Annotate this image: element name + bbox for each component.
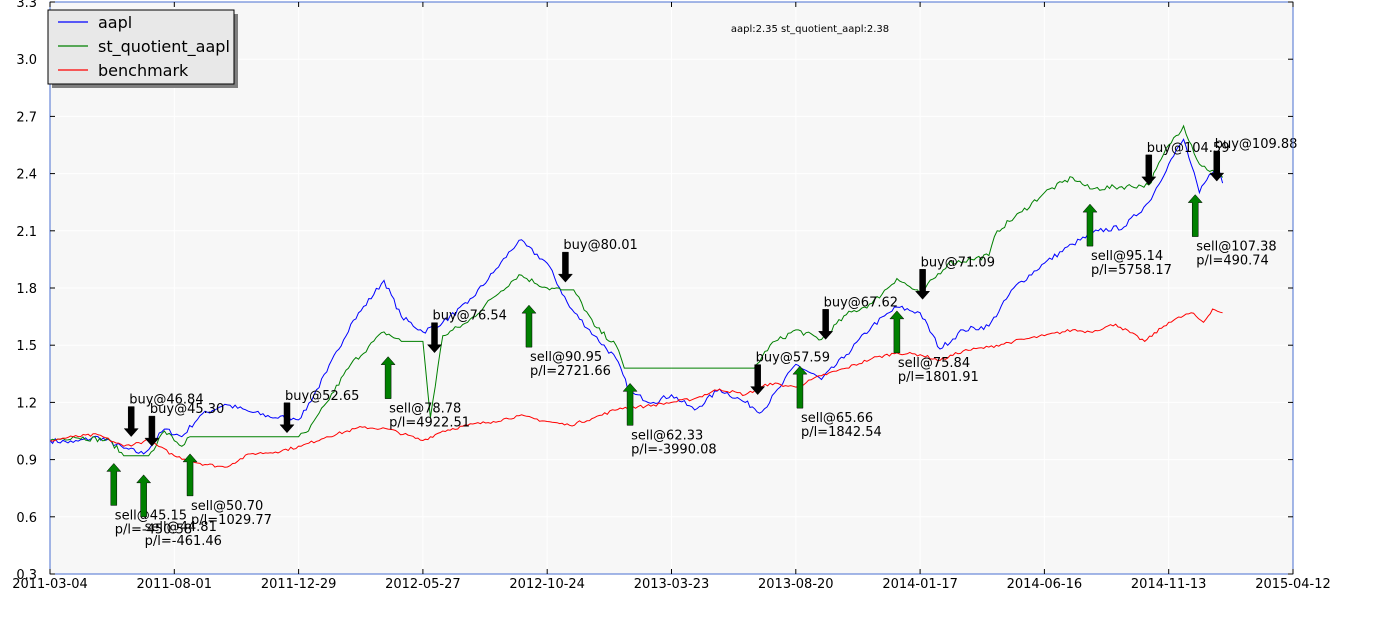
x-tick-label: 2012-10-24 xyxy=(509,577,585,592)
series-line-benchmark xyxy=(49,308,1223,468)
buy-arrow xyxy=(557,251,573,283)
sell-label: sell@95.14 xyxy=(1091,249,1163,264)
buy-label: buy@71.09 xyxy=(921,255,995,270)
sell-pl-label: p/l=-461.46 xyxy=(145,534,222,549)
sell-label: sell@78.78 xyxy=(389,402,461,417)
sell-arrow xyxy=(889,310,905,354)
y-tick-label: 2.7 xyxy=(16,110,37,125)
buy-label: buy@52.65 xyxy=(285,389,359,404)
sell-arrow xyxy=(136,474,152,518)
x-tick-label: 2013-08-20 xyxy=(758,577,834,592)
sell-label: sell@75.84 xyxy=(898,356,970,371)
series-line-st_quotient_aapl xyxy=(49,124,1223,457)
sell-arrow xyxy=(792,365,808,409)
sell-label: sell@107.38 xyxy=(1196,240,1276,255)
buy-arrow xyxy=(144,415,160,447)
sell-arrow xyxy=(622,382,638,426)
legend: aapl st_quotient_aapl benchmark xyxy=(47,9,238,88)
sell-arrow xyxy=(106,463,122,506)
buy-label: buy@76.54 xyxy=(433,309,507,324)
sell-arrow xyxy=(380,356,396,399)
y-tick-label: 2.4 xyxy=(16,168,37,183)
sell-label: sell@44.81 xyxy=(145,520,217,535)
legend-label: st_quotient_aapl xyxy=(98,37,230,57)
sell-label: sell@45.15 xyxy=(115,508,187,523)
buy-arrow xyxy=(1209,150,1225,182)
x-tick-label: 2012-05-27 xyxy=(385,577,461,592)
sell-label: sell@65.66 xyxy=(801,411,873,426)
x-tick-label: 2011-12-29 xyxy=(261,577,337,592)
sell-pl-label: p/l=5758.17 xyxy=(1091,263,1172,278)
x-tick-label: 2014-06-16 xyxy=(1007,577,1083,592)
sell-label: sell@90.95 xyxy=(530,350,602,365)
buy-label: buy@46.84 xyxy=(129,393,203,408)
buy-label: buy@80.01 xyxy=(563,238,637,253)
buy-arrow xyxy=(915,269,931,300)
y-tick-label: 1.2 xyxy=(16,396,37,411)
buy-arrow xyxy=(279,402,295,434)
x-tick-label: 2011-08-01 xyxy=(137,577,213,592)
sell-pl-label: p/l=2721.66 xyxy=(530,364,611,379)
legend-label: aapl xyxy=(98,13,132,32)
y-axis-ticks: 0.3 0.6 0.9 1.2 1.5 1.8 2.1 2.4 2.7 3.0 3.3 xyxy=(16,0,1293,583)
legend-label: benchmark xyxy=(98,61,189,80)
sell-arrow xyxy=(521,304,537,348)
buy-label: buy@67.62 xyxy=(824,295,898,310)
sell-pl-label: p/l=1801.91 xyxy=(898,370,979,385)
x-axis-ticks: 2011-03-04 2011-08-01 2011-12-29 2012-05-27… xyxy=(12,2,1331,592)
y-tick-label: 3.3 xyxy=(16,0,37,11)
y-tick-label: 0.6 xyxy=(16,511,37,526)
chart-subtitle: aapl:2.35 st_quotient_aapl:2.38 xyxy=(731,24,889,35)
buy-label: buy@45.30 xyxy=(150,402,224,417)
sell-pl-label: p/l=-3990.08 xyxy=(631,442,717,457)
x-tick-label: 2011-03-04 xyxy=(12,577,88,592)
y-tick-label: 1.5 xyxy=(16,339,37,354)
x-tick-label: 2013-03-23 xyxy=(634,577,710,592)
sell-pl-label: p/l=-450.58 xyxy=(115,522,192,537)
sell-pl-label: p/l=490.74 xyxy=(1196,254,1269,269)
sell-pl-label: p/l=1842.54 xyxy=(801,425,882,440)
buy-label: buy@109.88 xyxy=(1215,137,1298,152)
buy-arrow xyxy=(123,406,139,437)
buy-arrow xyxy=(818,309,834,340)
sell-pl-label: p/l=1029.77 xyxy=(191,513,272,528)
buy-label: buy@57.59 xyxy=(756,351,830,366)
sell-arrow xyxy=(1082,203,1098,247)
y-tick-label: 0.3 xyxy=(16,568,37,583)
sell-pl-label: p/l=4922.51 xyxy=(389,416,470,431)
sell-label: sell@50.70 xyxy=(191,499,263,514)
sell-arrow xyxy=(182,453,198,497)
y-tick-label: 3.0 xyxy=(16,53,37,68)
sell-label: sell@62.33 xyxy=(631,428,703,443)
x-tick-label: 2014-01-17 xyxy=(882,577,958,592)
buy-label: buy@104.59 xyxy=(1147,141,1230,156)
x-tick-label: 2014-11-13 xyxy=(1131,577,1207,592)
y-tick-label: 0.9 xyxy=(16,454,37,469)
sell-arrow xyxy=(1187,194,1203,237)
y-tick-label: 2.1 xyxy=(16,225,37,240)
y-tick-label: 1.8 xyxy=(16,282,37,297)
buy-arrow xyxy=(750,364,766,396)
buy-arrow xyxy=(426,322,443,354)
buy-arrow xyxy=(1141,154,1157,186)
x-tick-label: 2015-04-12 xyxy=(1255,577,1331,592)
